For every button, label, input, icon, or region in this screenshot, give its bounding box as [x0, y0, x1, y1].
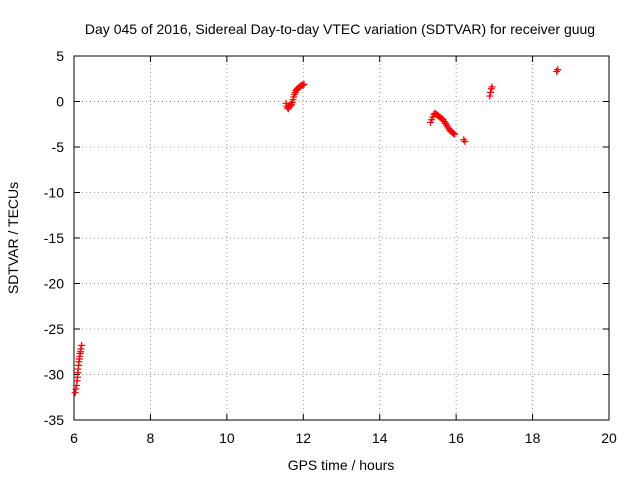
x-tick-label: 6	[70, 430, 78, 446]
chart-title: Day 045 of 2016, Sidereal Day-to-day VTE…	[85, 21, 595, 37]
y-tick-label: -30	[44, 367, 64, 383]
data-point	[299, 81, 307, 89]
y-tick-label: -25	[44, 321, 64, 337]
x-tick-label: 8	[147, 430, 155, 446]
x-tick-label: 10	[219, 430, 235, 446]
axis-ticks	[73, 55, 610, 421]
data-point	[554, 66, 562, 74]
data-point	[77, 345, 85, 353]
x-axis-label: GPS time / hours	[288, 457, 395, 473]
x-tick-label: 18	[525, 430, 541, 446]
data-points	[71, 66, 562, 397]
data-point	[487, 88, 495, 96]
data-point	[300, 80, 308, 88]
x-tick-labels: 6 8 10 12 14 16 18 20	[70, 430, 617, 446]
y-axis-label: SDTVAR / TECUs	[5, 182, 21, 294]
x-tick-label: 16	[448, 430, 464, 446]
y-tick-label: 0	[56, 94, 64, 110]
x-tick-label: 20	[601, 430, 617, 446]
x-tick-label: 12	[295, 430, 311, 446]
y-tick-label: -10	[44, 185, 64, 201]
y-tick-label: -5	[52, 139, 65, 155]
y-tick-label: -15	[44, 230, 64, 246]
data-point	[487, 85, 495, 93]
data-point	[460, 136, 468, 144]
data-point	[486, 92, 494, 100]
y-tick-label: -20	[44, 276, 64, 292]
data-point	[553, 67, 561, 75]
data-point	[488, 83, 496, 91]
x-tick-label: 14	[372, 430, 388, 446]
y-tick-label: -35	[44, 412, 64, 428]
grid-lines	[74, 56, 609, 420]
data-point	[78, 341, 86, 349]
data-point	[72, 385, 80, 393]
data-point	[451, 130, 459, 138]
data-point	[461, 138, 469, 146]
data-point	[449, 129, 457, 137]
y-tick-labels: 5 0 -5 -10 -15 -20 -25 -30 -35	[44, 48, 64, 428]
y-tick-label: 5	[56, 48, 64, 64]
data-point	[71, 389, 79, 397]
